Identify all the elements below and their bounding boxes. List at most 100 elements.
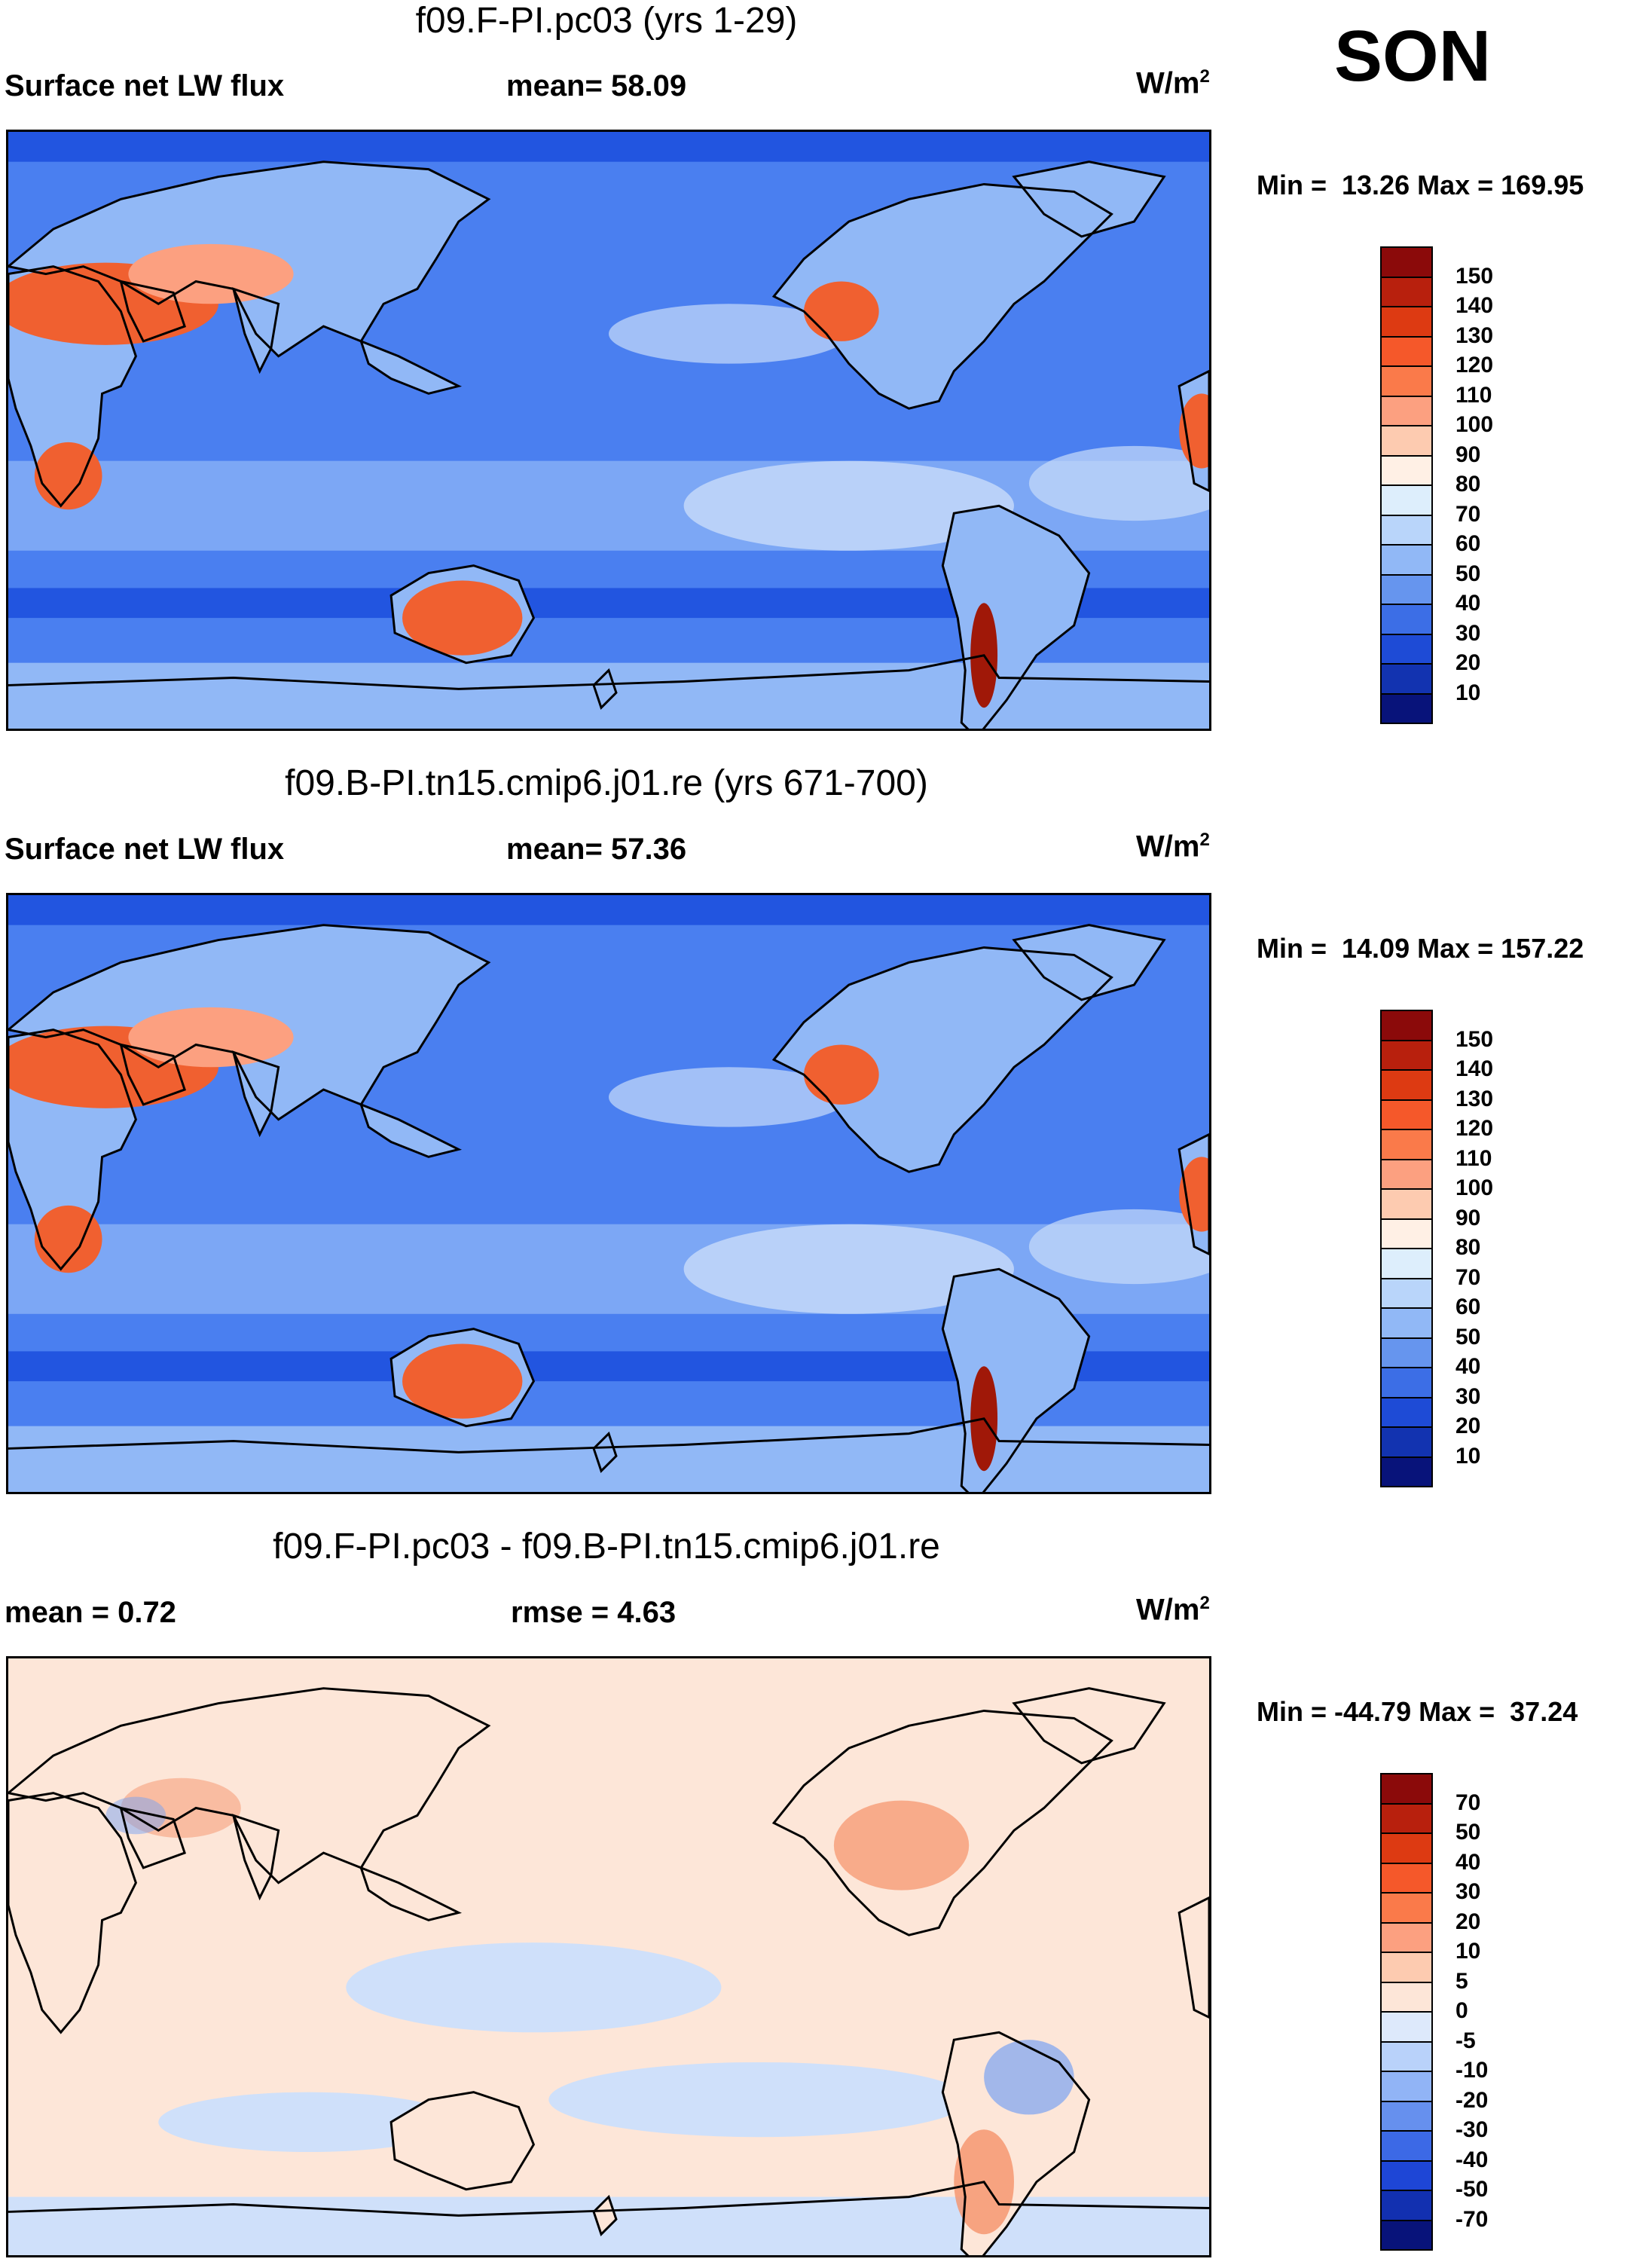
- coastline-samerica: [941, 1267, 1091, 1492]
- colorbar-label: 30: [1455, 620, 1481, 646]
- colorbar-swatch: [1380, 1069, 1433, 1101]
- colorbar-label: 30: [1455, 1383, 1481, 1409]
- panel-1-variable-label: Surface net LW flux: [5, 69, 285, 102]
- colorbar-label: 80: [1455, 1235, 1481, 1260]
- colorbar-label: 120: [1455, 353, 1494, 377]
- colorbar-label: 110: [1455, 1145, 1492, 1171]
- southwest-us-hot-region: [804, 281, 879, 341]
- colorbar-swatch: [1380, 1981, 1433, 2013]
- coastline-nz: [592, 2194, 618, 2236]
- land-australia: [391, 2092, 534, 2190]
- panel-3-minmax: Min = -44.79 Max = 37.24: [1257, 1696, 1578, 1727]
- colorbar-label: 50: [1455, 561, 1481, 586]
- colorbar-label: 10: [1455, 680, 1481, 705]
- colorbar-swatch: [1380, 1426, 1433, 1458]
- coastline-greenland: [1012, 160, 1166, 238]
- season-label: SON: [1333, 16, 1492, 96]
- colorbar-label: 40: [1455, 1849, 1481, 1875]
- land-seasia: [361, 1867, 459, 1921]
- coastline-greenland: [1012, 924, 1166, 1001]
- colorbar-swatch: [1380, 425, 1433, 457]
- colorbar-label: 150: [1455, 1026, 1494, 1052]
- colorbar-label: 50: [1455, 1820, 1481, 1845]
- coastline-namerica: [771, 1709, 1113, 1936]
- colorbar-swatch: [1380, 335, 1433, 367]
- coastline-safrica_east: [1178, 1132, 1209, 1256]
- panel-3-map: [6, 1656, 1211, 2257]
- coastline-antarctica: [8, 2181, 1209, 2217]
- colorbar-swatch: [1380, 1248, 1433, 1279]
- colorbar-swatch: [1380, 365, 1433, 397]
- colorbar-label: 140: [1455, 1056, 1494, 1081]
- coastline-safrica_east: [1178, 1896, 1209, 2019]
- colorbar-label: 70: [1455, 1790, 1481, 1815]
- coastline-greenland: [1012, 1687, 1166, 1765]
- colorbar-swatch: [1380, 1307, 1433, 1339]
- colorbar-label: 60: [1455, 1294, 1481, 1319]
- land-africa: [8, 1793, 136, 2033]
- panel-1-minmax: Min = 13.26 Max = 169.95: [1257, 170, 1584, 200]
- coastline-australia: [389, 564, 536, 665]
- colorbar-label: 40: [1455, 1354, 1481, 1379]
- colorbar-swatch: [1380, 1396, 1433, 1428]
- north-america-red-region: [833, 1800, 970, 1891]
- colorbar-label: 70: [1455, 1264, 1481, 1290]
- coastline-seasia: [359, 1866, 463, 1921]
- coastline-namerica: [771, 182, 1113, 410]
- colorbar-swatch: [1380, 1952, 1433, 1983]
- colorbar-swatch: [1380, 454, 1433, 486]
- coastline-samerica: [941, 504, 1091, 729]
- coastline-arabia: [119, 1806, 186, 1869]
- colorbar-label: 20: [1455, 1909, 1481, 1934]
- coastline-nz: [592, 668, 618, 710]
- pacific-pale-patch: [683, 1224, 1014, 1314]
- colorbar-swatch: [1380, 1832, 1433, 1864]
- colorbar-swatch: [1380, 663, 1433, 695]
- coastline-africa: [8, 1792, 137, 2034]
- south-indian-blue-patch: [158, 2092, 459, 2153]
- colorbar-swatch: [1380, 2071, 1433, 2102]
- colorbar-label: 130: [1455, 1086, 1494, 1111]
- coastline-india: [231, 1814, 280, 1901]
- colorbar-swatch: [1380, 1188, 1433, 1220]
- coastline-eurasia: [8, 924, 491, 1121]
- colorbar-label: 0: [1455, 1998, 1468, 2023]
- land-namerica: [774, 184, 1112, 409]
- atlantic-pale-patch: [1028, 1209, 1209, 1285]
- colorbar-swatch: [1380, 1862, 1433, 1894]
- colorbar-swatch: [1380, 2219, 1433, 2251]
- panel-1-units: W/m2: [1136, 66, 1210, 100]
- atlantic-pale-patch: [1028, 445, 1209, 521]
- colorbar-label: 10: [1455, 1443, 1481, 1469]
- colorbar-label: -30: [1455, 2117, 1489, 2142]
- colorbar-label: 30: [1455, 1879, 1481, 1904]
- colorbar-swatch: [1380, 1010, 1433, 1041]
- colorbar-swatch: [1380, 514, 1433, 546]
- colorbar-swatch: [1380, 1802, 1433, 1834]
- colorbar-label: 130: [1455, 322, 1494, 348]
- coastline-africa: [8, 1029, 137, 1271]
- colorbar-swatch: [1380, 395, 1433, 426]
- north-pacific-pale-patch: [609, 1067, 849, 1127]
- colorbar-swatch: [1380, 2130, 1433, 2162]
- land-seasia: [361, 341, 459, 394]
- colorbar-label: 120: [1455, 1116, 1494, 1141]
- colorbar-label: 70: [1455, 501, 1481, 527]
- colorbar-swatch: [1380, 306, 1433, 338]
- colorbar-swatch: [1380, 1921, 1433, 1953]
- coastline-antarctica: [8, 1417, 1209, 1453]
- pacific-pale-patch: [683, 460, 1014, 551]
- land-seasia: [361, 1104, 459, 1157]
- colorbar-swatch: [1380, 573, 1433, 605]
- coastline-africa: [8, 265, 137, 508]
- panel-1-mean-label: mean= 58.09: [506, 69, 687, 102]
- panel-2-variable-label: Surface net LW flux: [5, 833, 285, 866]
- colorbar-swatch: [1380, 1456, 1433, 1487]
- land-namerica: [774, 947, 1112, 1172]
- colorbar-label: -50: [1455, 2177, 1489, 2202]
- colorbar-label: -5: [1455, 2028, 1476, 2053]
- colorbar-swatch: [1380, 1218, 1433, 1249]
- arctic-band: [8, 132, 1209, 162]
- central-asia-warm-region: [128, 1007, 294, 1068]
- colorbar-label: -40: [1455, 2147, 1489, 2172]
